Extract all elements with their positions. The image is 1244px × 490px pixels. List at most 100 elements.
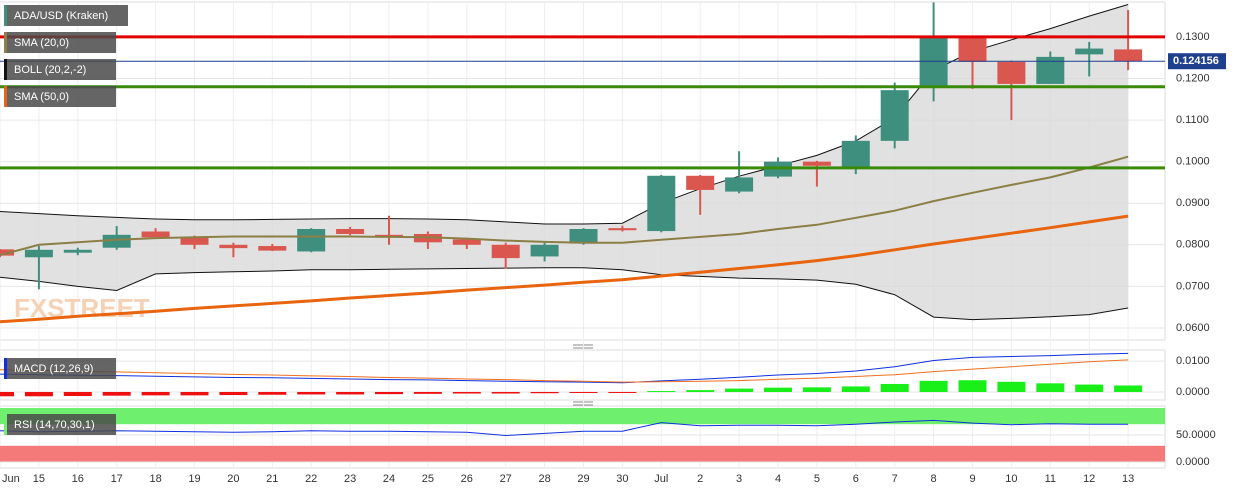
- x-tick-label: 12: [1083, 473, 1095, 485]
- legend-item: MACD (12,26,9): [4, 358, 116, 379]
- x-tick-label: 5: [814, 473, 820, 485]
- x-tick-label: Jul: [654, 473, 668, 485]
- candle-body: [180, 237, 209, 245]
- candle-body: [258, 246, 287, 251]
- y-tick-label: 0.1300: [1176, 31, 1210, 43]
- candle-body: [997, 61, 1026, 84]
- legend-label: ADA/USD (Kraken): [14, 10, 108, 22]
- x-tick-label: 11: [1045, 473, 1056, 485]
- macd-histogram-bar: [1036, 383, 1065, 392]
- macd-histogram-bar: [141, 391, 170, 396]
- x-tick-label: 9: [969, 473, 975, 485]
- macd-histogram-bar: [764, 387, 792, 392]
- macd-histogram-bar: [258, 391, 287, 395]
- macd-histogram-bar: [608, 391, 637, 393]
- rsi-line: [0, 419, 1129, 437]
- candle-body: [686, 175, 715, 190]
- macd-histogram-bar: [919, 380, 948, 392]
- candle-body: [725, 177, 754, 192]
- macd-histogram-bar: [0, 391, 14, 397]
- legend-box: [4, 414, 116, 435]
- legend-item: SMA (20,0): [4, 32, 116, 53]
- legend-swatch: [4, 86, 7, 107]
- candle-body: [841, 140, 870, 168]
- legend-item: SMA (50,0): [4, 86, 116, 107]
- macd-histogram-bar: [63, 391, 92, 396]
- x-tick-label: 30: [616, 473, 628, 485]
- candle-body: [530, 244, 559, 257]
- legend-box: [4, 86, 116, 107]
- candle-body: [452, 239, 481, 245]
- x-tick-label: 16: [72, 473, 84, 485]
- macd-histogram-bar: [997, 381, 1026, 392]
- y-tick-label: 0.1200: [1176, 72, 1210, 84]
- macd-histogram-bar: [880, 383, 909, 392]
- macd-histogram-bar: [802, 387, 831, 392]
- macd-histogram-bar: [297, 391, 326, 395]
- legend-swatch: [4, 414, 7, 435]
- macd-histogram-bar: [1114, 385, 1143, 392]
- x-tick-label: 24: [383, 473, 395, 485]
- macd-histogram-bar: [336, 391, 365, 395]
- y-tick-label: 0.1100: [1176, 114, 1209, 126]
- sma-line: [0, 155, 1129, 257]
- legend-swatch: [4, 358, 7, 379]
- legend-label: RSI (14,70,30,1): [14, 419, 95, 431]
- overbought-zone: [0, 408, 1165, 425]
- macd-histogram-bar: [647, 391, 676, 393]
- legend-box: [4, 32, 116, 53]
- x-tick-label: 20: [227, 473, 239, 485]
- x-tick-label: 2: [697, 473, 703, 485]
- price-tag: [1168, 53, 1226, 70]
- legend-label: BOLL (20,2,-2): [14, 64, 86, 76]
- legend-swatch: [4, 5, 7, 26]
- legend-item: RSI (14,70,30,1): [4, 414, 116, 435]
- legend-box: [4, 59, 116, 80]
- legend-box: [4, 5, 128, 26]
- price-tag-label: 0.124156: [1173, 55, 1219, 67]
- macd-histogram-bar: [452, 391, 481, 394]
- macd-histogram-bar: [841, 386, 870, 392]
- x-tick-label: 15: [33, 473, 45, 485]
- x-tick-label: 23: [344, 473, 356, 485]
- macd-histogram-bar: [413, 391, 442, 394]
- y-tick-label: 0.0800: [1176, 239, 1210, 251]
- y-tick-label: 0.0000: [1176, 386, 1210, 398]
- x-tick-label: 8: [931, 473, 937, 485]
- x-tick-label: Jun: [2, 473, 20, 485]
- candle-body: [375, 234, 403, 237]
- y-tick-label: 0.0000: [1176, 456, 1210, 468]
- candle-body: [958, 37, 987, 62]
- legend-swatch: [4, 59, 7, 80]
- macd-histogram-bar: [958, 380, 987, 392]
- x-tick-label: 10: [1005, 473, 1017, 485]
- oversold-zone: [0, 445, 1165, 462]
- x-tick-label: 13: [1122, 473, 1134, 485]
- candle-body: [647, 175, 676, 232]
- x-tick-label: 27: [500, 473, 512, 485]
- macd-histogram-bar: [725, 388, 754, 392]
- x-tick-label: 7: [892, 473, 898, 485]
- macd-histogram-bar: [530, 391, 559, 394]
- x-tick-label: 26: [461, 473, 473, 485]
- macd-histogram-bar: [102, 391, 131, 396]
- legend-label: MACD (12,26,9): [14, 363, 93, 375]
- macd-histogram-bar: [686, 390, 715, 392]
- x-tick-label: 22: [305, 473, 317, 485]
- x-tick-label: 3: [736, 473, 742, 485]
- macd-histogram-bar: [375, 391, 403, 395]
- legend-label: SMA (20,0): [14, 37, 69, 49]
- x-tick-label: 28: [538, 473, 550, 485]
- candle-body: [102, 234, 131, 248]
- candle-body: [569, 228, 598, 244]
- candle-body: [219, 244, 248, 249]
- candle-body: [336, 228, 365, 234]
- sma-line: [0, 214, 1129, 324]
- candle-body: [24, 249, 53, 258]
- x-tick-label: 18: [149, 473, 161, 485]
- macd-histogram-bar: [569, 391, 598, 393]
- x-tick-label: 21: [266, 473, 278, 485]
- macd-line: [0, 359, 1129, 383]
- macd-histogram-bar: [1075, 384, 1104, 392]
